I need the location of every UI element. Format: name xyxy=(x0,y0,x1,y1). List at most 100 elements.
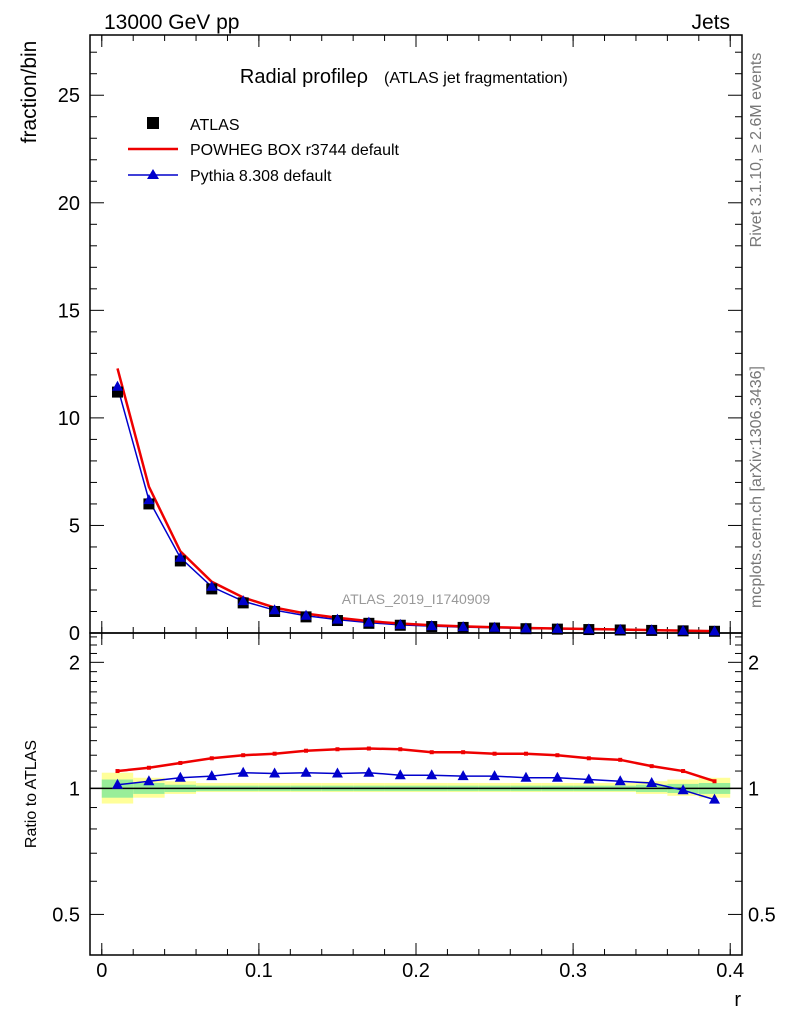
legend-marker-pythia xyxy=(147,169,159,179)
main-panel-frame xyxy=(89,34,743,634)
powheg-ratio-point xyxy=(523,751,528,756)
ratio-series-markers xyxy=(111,746,721,804)
pythia-ratio-point xyxy=(489,770,501,781)
y-axis-title-ratio: Ratio to ATLAS xyxy=(23,740,40,848)
y-tick-label-top: 5 xyxy=(69,515,80,537)
legend-label-powheg: POWHEG BOX r3744 default xyxy=(190,142,400,159)
pythia-ratio-point xyxy=(363,766,375,777)
powheg-ratio-point xyxy=(586,756,591,761)
powheg-ratio-point xyxy=(146,765,151,770)
powheg-ratio-point xyxy=(335,747,340,752)
pythia-point xyxy=(426,620,438,631)
pythia-point xyxy=(520,622,532,633)
pythia-ratio-point xyxy=(457,770,469,781)
legend: ATLAS POWHEG BOX r3744 default Pythia 8.… xyxy=(128,117,400,185)
pythia-ratio-point xyxy=(520,771,532,782)
y-tick-label-ratio: 2 xyxy=(69,652,80,674)
x-tick-label: 0.1 xyxy=(245,960,273,982)
pythia-ratio-point xyxy=(426,769,438,780)
legend-label-pythia: Pythia 8.308 default xyxy=(190,168,332,185)
powheg-ratio-point xyxy=(398,747,403,752)
powheg-ratio-point xyxy=(272,751,277,756)
pythia-point xyxy=(237,595,249,606)
y-tick-label-ratio-right: 0.5 xyxy=(748,904,776,926)
pythia-ratio-point xyxy=(174,771,186,782)
pythia-ratio-point xyxy=(269,767,281,778)
pythia-point xyxy=(206,580,218,591)
pythia-point xyxy=(551,622,563,633)
powheg-ratio-point xyxy=(712,779,717,784)
powheg-ratio-point xyxy=(115,769,120,774)
pythia-ratio-point xyxy=(300,766,312,777)
energy-label: 13000 GeV pp xyxy=(104,11,239,34)
pythia-ratio-point xyxy=(646,776,658,787)
pythia-ratio-point xyxy=(583,773,595,784)
pythia-point xyxy=(489,621,501,632)
pythia-ratio-point xyxy=(614,775,626,786)
y-tick-label-ratio: 1 xyxy=(69,778,80,800)
x-tick-label: 0.4 xyxy=(716,960,744,982)
pythia-point xyxy=(646,624,658,635)
pythia-ratio-point xyxy=(709,793,721,804)
x-tick-label: 0.3 xyxy=(559,960,587,982)
chart-title: Radial profileρ xyxy=(240,66,368,88)
y-tick-label-ratio-right: 2 xyxy=(748,652,759,674)
pythia-ratio-point xyxy=(677,784,689,795)
pythia-point xyxy=(174,551,186,562)
atlas-point xyxy=(111,386,123,398)
pythia-ratio-point xyxy=(143,775,155,786)
rivet-label: Rivet 3.1.10, ≥ 2.6M events xyxy=(748,53,765,248)
pythia-ratio-point xyxy=(237,766,249,777)
process-label: Jets xyxy=(691,11,730,34)
x-axis-title: r xyxy=(734,989,741,1011)
y-tick-label-top: 20 xyxy=(58,193,80,215)
pythia-point xyxy=(677,624,689,635)
pythia-point xyxy=(709,625,721,636)
powheg-ratio-point xyxy=(178,760,183,765)
main-series-markers xyxy=(111,380,721,637)
powheg-ratio-point xyxy=(461,750,466,755)
powheg-ratio-line xyxy=(117,747,715,783)
pythia-point xyxy=(363,616,375,627)
powheg-ratio-point xyxy=(492,751,497,756)
pythia-ratio-point xyxy=(394,769,406,780)
pythia-point xyxy=(269,604,281,615)
pythia-ratio-point xyxy=(111,778,123,789)
pythia-point xyxy=(614,623,626,634)
pythia-point xyxy=(143,494,155,505)
axis-ticks: 0 0.1 0.2 0.3 0.4 0 5 10 15 20 25 0.5 0.5 1 1 2 2 xyxy=(52,35,776,982)
powheg-ratio-point xyxy=(618,757,623,762)
powheg-ratio-point xyxy=(555,753,560,758)
pythia-point xyxy=(394,618,406,629)
x-tick-label: 0 xyxy=(96,960,107,982)
powheg-ratio-point xyxy=(366,746,371,751)
y-tick-label-top: 10 xyxy=(58,408,80,430)
ratio-panel-frame xyxy=(89,632,743,956)
powheg-ratio-point xyxy=(681,769,686,774)
legend-label-atlas: ATLAS xyxy=(190,117,240,134)
y-tick-label-top: 25 xyxy=(58,85,80,107)
pythia-ratio-line xyxy=(117,771,715,801)
powheg-ratio-point xyxy=(209,756,214,761)
chart-subtitle: (ATLAS jet fragmentation) xyxy=(384,70,568,87)
analysis-watermark: ATLAS_2019_I1740909 xyxy=(342,591,491,607)
powheg-ratio-point xyxy=(649,764,654,769)
y-tick-label-top: 15 xyxy=(58,300,80,322)
pythia-point xyxy=(331,613,343,624)
y-axis-title-top: fraction/bin xyxy=(18,41,41,144)
pythia-ratio-point xyxy=(551,771,563,782)
y-tick-label-ratio-right: 1 xyxy=(748,778,759,800)
mcplots-label: mcplots.cern.ch [arXiv:1306.3436] xyxy=(748,366,765,608)
pythia-point xyxy=(111,380,123,391)
x-tick-label: 0.2 xyxy=(402,960,430,982)
pythia-ratio-point xyxy=(331,767,343,778)
pythia-ratio-point xyxy=(206,770,218,781)
pythia-point xyxy=(457,621,469,632)
pythia-point xyxy=(583,623,595,634)
y-tick-label-top: 0 xyxy=(69,623,80,645)
powheg-ratio-point xyxy=(429,750,434,755)
powheg-ratio-point xyxy=(241,753,246,758)
legend-marker-atlas xyxy=(147,117,159,129)
powheg-ratio-point xyxy=(304,748,309,753)
